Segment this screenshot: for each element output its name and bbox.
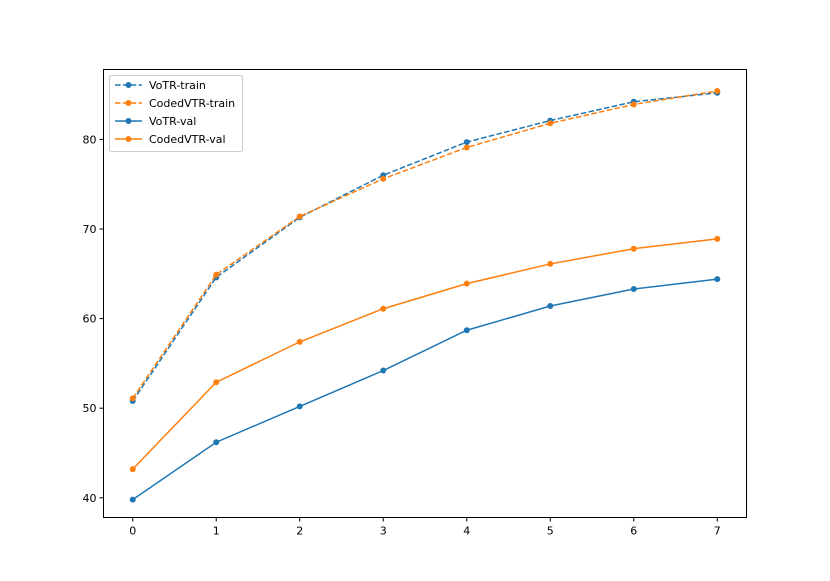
data-point-codedvtr-val [296, 338, 303, 345]
data-point-votr-train [463, 139, 470, 146]
legend-marker-codedvtr-train [125, 100, 132, 106]
data-point-votr-val [296, 403, 303, 410]
y-tick-label: 80 [83, 133, 97, 146]
data-point-codedvtr-val [213, 379, 220, 386]
legend-marker-votr-val [125, 118, 132, 124]
data-point-codedvtr-val [547, 260, 554, 267]
x-tick-label: 4 [463, 525, 470, 538]
x-tick-label: 3 [380, 525, 387, 538]
x-tick-label: 6 [630, 525, 637, 538]
x-tick-label: 7 [714, 525, 721, 538]
data-point-votr-val [714, 276, 721, 283]
x-tick-label: 1 [213, 525, 220, 538]
data-point-votr-val [463, 327, 470, 334]
x-tick-label: 0 [129, 525, 136, 538]
data-point-codedvtr-val [630, 245, 637, 252]
legend-marker-votr-train [125, 82, 132, 88]
series-line-codedvtr-train [132, 90, 718, 399]
data-point-codedvtr-val [463, 280, 470, 287]
y-tick-label: 60 [83, 313, 97, 326]
x-tick-label: 2 [296, 525, 303, 538]
series-line-votr-val [132, 278, 718, 501]
data-point-votr-val [630, 286, 637, 293]
legend-box [109, 75, 243, 152]
data-point-codedvtr-train [463, 144, 470, 151]
y-tick-label: 40 [83, 492, 97, 505]
data-point-codedvtr-train [213, 271, 220, 278]
series-layer [129, 88, 721, 503]
data-point-votr-val [547, 303, 554, 310]
x-tick-label: 5 [547, 525, 554, 538]
y-tick-label: 50 [83, 402, 97, 415]
y-tick-label: 70 [83, 223, 97, 236]
data-point-codedvtr-val [129, 466, 136, 473]
series-line-votr-train [132, 92, 718, 402]
legend-marker-codedvtr-val [125, 136, 132, 142]
legend-label-codedvtr-val: CodedVTR-val [149, 133, 226, 146]
data-point-codedvtr-val [714, 235, 721, 242]
legend-label-votr-train: VoTR-train [149, 79, 206, 92]
data-point-codedvtr-train [630, 101, 637, 108]
data-point-codedvtr-train [380, 175, 387, 182]
data-point-votr-val [213, 439, 220, 446]
axes-layer: 0 1 2 3 4 5 6 7 40 50 60 70 80 [83, 133, 721, 537]
data-point-codedvtr-train [547, 120, 554, 127]
data-point-codedvtr-val [380, 305, 387, 312]
data-point-votr-val [380, 367, 387, 374]
plot-frame [103, 69, 747, 518]
legend-label-votr-val: VoTR-val [149, 115, 196, 128]
data-point-codedvtr-train [714, 88, 721, 95]
data-point-votr-val [129, 496, 136, 503]
data-point-codedvtr-train [296, 213, 303, 220]
legend: VoTR-train CodedVTR-train VoTR-val CodedVTR… [109, 75, 243, 152]
series-line-codedvtr-val [132, 238, 718, 470]
legend-label-codedvtr-train: CodedVTR-train [149, 97, 235, 110]
data-point-codedvtr-train [129, 395, 136, 402]
